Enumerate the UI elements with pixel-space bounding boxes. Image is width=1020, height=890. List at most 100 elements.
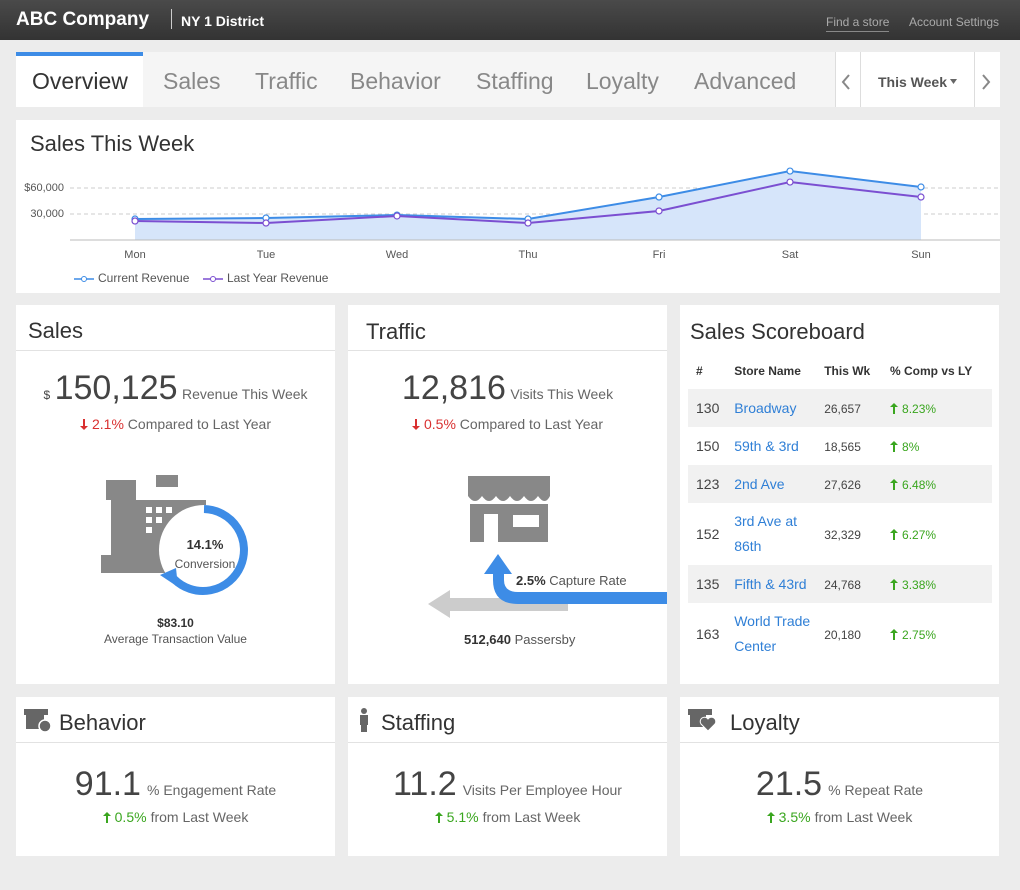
divider [171, 9, 172, 29]
change: 2.1% [91, 416, 124, 432]
cell: 24,768 [816, 565, 883, 603]
divider [974, 52, 975, 107]
sales-card: Sales $ 150,125 Revenue This Week 2.1% C… [16, 305, 335, 684]
cell: 8.23% [882, 389, 992, 427]
up-arrow [102, 812, 111, 823]
period-select[interactable]: This Week [878, 74, 947, 90]
cell: Fifth & 43rd [726, 565, 817, 603]
up-arrow [890, 528, 899, 540]
cell-text: 130 [696, 400, 720, 416]
cell: 59th & 3rd [726, 427, 816, 465]
cell-text: 20,180 [824, 627, 861, 642]
change: 0.5% [114, 809, 147, 825]
separator [680, 742, 999, 743]
kpi-unit: Visits Per Employee Hour [462, 782, 622, 798]
caret [950, 79, 957, 84]
header: ABC Company NY 1 District Find a store A… [0, 0, 1020, 40]
atv-label: Average Transaction Value [104, 632, 247, 646]
separator [16, 350, 335, 351]
card-icon [688, 709, 717, 732]
cell: 2nd Ave [726, 465, 817, 503]
y-tick-label: 30,000 [30, 208, 64, 220]
tab[interactable]: Behavior [350, 68, 441, 94]
cell-text: 152 [696, 526, 720, 542]
cell: 8% [882, 427, 992, 465]
tab[interactable]: Staffing [476, 68, 554, 94]
account-settings-link[interactable]: Account Settings [909, 15, 1000, 29]
change-label: from Last Week [814, 809, 913, 825]
tab[interactable]: Traffic [255, 68, 318, 94]
cell-text: 2.75% [902, 627, 937, 642]
cell-text: 8.23% [902, 401, 937, 416]
store-icon [428, 476, 667, 618]
tab[interactable]: Loyalty [586, 68, 659, 94]
cell: 20,180 [816, 603, 882, 665]
tab[interactable]: Overview [32, 68, 128, 94]
cell-text: 163 [696, 626, 720, 642]
period-box [835, 52, 1001, 107]
store-link[interactable]: World Trade Center [734, 613, 811, 654]
point [917, 183, 925, 191]
chart: Sales This Week 30,000 $60,000 Mon Tue Wed Th… [24, 131, 1000, 285]
kpi-unit: % Repeat Rate [828, 782, 924, 798]
active-tab [16, 52, 143, 107]
kpi-row: 91.1 % Engagement Rate [16, 765, 335, 804]
x-tick-label: Sun [911, 249, 931, 261]
register-icon [101, 475, 249, 595]
kpi-row: 11.2 Visits Per Employee Hour [348, 765, 667, 804]
store-link[interactable]: 3rd Ave at 86th [734, 513, 797, 554]
store-link[interactable]: 2nd Ave [734, 475, 785, 492]
cell: World Trade Center [726, 603, 816, 665]
change-row: 5.1% from Last Week [348, 809, 667, 825]
cell-text: 8% [902, 439, 920, 454]
cell: 27,626 [816, 465, 883, 503]
next-button[interactable] [980, 74, 992, 90]
company: ABC Company [16, 9, 150, 30]
cell: 150 [688, 427, 726, 465]
cell-text: 123 [696, 476, 720, 492]
change-label: from Last Week [482, 809, 581, 825]
down-arrow [411, 419, 420, 430]
kpi-value: 21.5 [755, 765, 823, 803]
column-header: # [696, 364, 703, 378]
tab-bg [143, 52, 835, 107]
store-link[interactable]: 59th & 3rd [734, 437, 799, 454]
conversion-value: 14.1% [186, 537, 224, 552]
column-header: % Comp vs LY [890, 364, 973, 378]
store-link[interactable]: Broadway [734, 399, 797, 416]
x-tick-label: Fri [653, 249, 666, 261]
chart-title: Sales This Week [30, 131, 195, 156]
cell: 3rd Ave at 86th [726, 503, 816, 565]
district: NY 1 District [181, 13, 264, 29]
cell-text: 26,657 [824, 401, 861, 416]
cell: 6.48% [882, 465, 992, 503]
legend-marker [210, 276, 216, 282]
tab[interactable]: Advanced [694, 68, 797, 94]
cell: 130 [688, 389, 727, 427]
legend-label: Current Revenue [98, 271, 190, 285]
capture-label: Capture Rate [549, 573, 627, 588]
cell-text: 32,329 [824, 527, 861, 542]
prev-button[interactable] [840, 74, 852, 90]
point [917, 193, 925, 201]
point [393, 212, 401, 220]
x-tick-label: Thu [519, 249, 538, 261]
row: 130 Broadway 26,657 8.23% [688, 389, 992, 427]
kpi-value: 91.1 [74, 765, 141, 803]
card-icon [24, 709, 52, 733]
up-arrow [890, 402, 899, 414]
cell: 18,565 [816, 427, 882, 465]
tab[interactable]: Sales [163, 68, 221, 94]
cell: 2.75% [882, 603, 992, 665]
change-row: 0.5% from Last Week [16, 809, 335, 825]
revenue-value: 150,125 [54, 369, 178, 407]
separator [348, 350, 667, 351]
change-row: 3.5% from Last Week [680, 809, 999, 825]
store-link[interactable]: Fifth & 43rd [734, 575, 807, 592]
find-store-link[interactable]: Find a store [826, 15, 890, 32]
x-tick-label: Tue [257, 249, 276, 261]
point [524, 219, 532, 227]
row: 152 3rd Ave at 86th 32,329 6.27% [688, 503, 992, 565]
column-header: This Wk [824, 364, 871, 378]
cell-text: 3.38% [902, 577, 937, 592]
